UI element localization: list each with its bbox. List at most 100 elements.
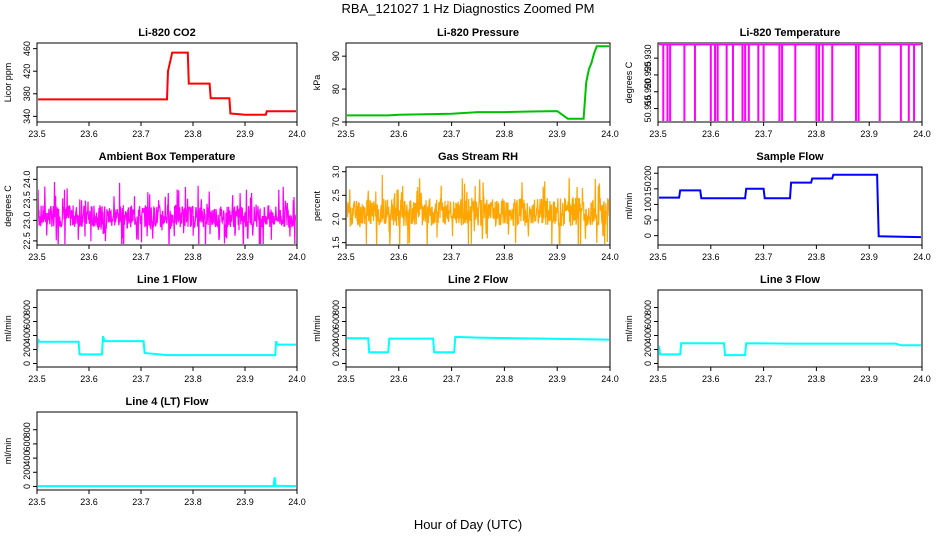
plot-area — [659, 173, 921, 239]
y-tick-label: 2.0 — [331, 213, 341, 226]
x-tick-label: 24.0 — [288, 129, 306, 139]
series-line — [38, 51, 296, 116]
x-axis-caption: Hour of Day (UTC) — [413, 517, 523, 532]
x-tick-label: 24.0 — [913, 129, 931, 139]
y-tick-label: 800 — [331, 300, 341, 315]
y-tick-label: 50.920 — [643, 78, 653, 106]
y-tick-label: 0 — [643, 361, 653, 366]
y-tick-label: 200 — [643, 342, 653, 357]
x-tick-label: 23.6 — [80, 374, 98, 384]
x-tick-label: 23.8 — [496, 374, 514, 384]
x-tick-label: 23.9 — [236, 252, 254, 262]
plot-frame — [657, 289, 923, 368]
plot-area — [659, 44, 921, 121]
x-tick-label: 24.0 — [601, 374, 619, 384]
y-tick-label: 3.0 — [331, 165, 341, 178]
x-tick-label: 23.6 — [80, 252, 98, 262]
chart-panel-6: Sample Flow 23.5 23.6 23.7 23.8 23.9 24.0 0 50 10… — [624, 151, 931, 262]
chart-title: Li-820 Temperature — [740, 27, 841, 39]
x-tick-label: 23.5 — [28, 129, 46, 139]
y-tick-label: 50.915 — [643, 95, 653, 123]
x-tick-label: 23.7 — [132, 252, 150, 262]
series-noise — [38, 181, 296, 244]
chart-title: Gas Stream RH — [438, 151, 518, 163]
chart-panel-8: Line 2 Flow 23.5 23.6 23.7 23.8 23.9 24.0 0 2004… — [312, 274, 619, 384]
y-tick-label: 340 — [22, 109, 32, 124]
y-tick-label: 24.0 — [22, 171, 32, 189]
y-tick-label: 23.0 — [22, 212, 32, 230]
y-tick-label: 50 — [643, 215, 653, 225]
plot-area — [38, 477, 296, 488]
x-tick-label: 23.6 — [390, 129, 408, 139]
chart-title: Line 2 Flow — [448, 274, 508, 286]
plot-frame — [36, 289, 298, 368]
x-tick-label: 24.0 — [601, 252, 619, 262]
x-tick-label: 23.6 — [390, 252, 408, 262]
y-tick-label: 460 — [22, 41, 32, 56]
y-axis-label: ml/min — [3, 438, 13, 465]
x-tick-label: 24.0 — [288, 252, 306, 262]
chart-panel-1: Li-820 CO2 23.5 23.6 23.7 23.8 23.9 24.0 340 380… — [3, 27, 306, 139]
chart-panel-10: Line 4 (LT) Flow 23.5 23.6 23.7 23.8 23.9 24.0… — [3, 396, 306, 507]
x-tick-label: 23.6 — [702, 374, 720, 384]
x-tick-label: 23.7 — [132, 129, 150, 139]
x-tick-label: 24.0 — [913, 252, 931, 262]
y-tick-label: 200 — [331, 342, 341, 357]
x-tick-label: 23.6 — [80, 497, 98, 507]
y-tick-label: 0 — [643, 233, 653, 238]
x-tick-label: 23.9 — [860, 129, 878, 139]
y-tick-label: 800 — [643, 300, 653, 315]
x-tick-label: 23.8 — [496, 129, 514, 139]
chart-panel-5: Gas Stream RH 23.5 23.6 23.7 23.8 23.9 24.0 1.5… — [312, 151, 619, 262]
y-tick-label: 0 — [22, 484, 32, 489]
chart-title: Line 3 Flow — [760, 274, 820, 286]
x-tick-label: 23.6 — [80, 129, 98, 139]
plot-frame — [345, 42, 611, 123]
y-tick-label: 200 — [22, 465, 32, 480]
x-tick-label: 23.7 — [443, 129, 461, 139]
plot-frame — [36, 166, 298, 246]
plot-frame — [36, 42, 298, 123]
x-tick-label: 23.8 — [808, 374, 826, 384]
y-tick-label: 70 — [331, 117, 341, 127]
plot-frame — [345, 289, 611, 368]
y-tick-label: 2.5 — [331, 189, 341, 202]
x-tick-label: 23.6 — [702, 252, 720, 262]
plot-area — [38, 335, 296, 357]
x-tick-label: 23.9 — [548, 252, 566, 262]
y-tick-label: 600 — [22, 436, 32, 451]
x-tick-label: 23.5 — [337, 252, 355, 262]
y-tick-label: 600 — [22, 314, 32, 329]
x-tick-label: 23.7 — [132, 374, 150, 384]
x-tick-label: 23.8 — [808, 252, 826, 262]
page-title: RBA_121027 1 Hz Diagnostics Zoomed PM — [341, 1, 595, 16]
y-tick-label: 0 — [331, 361, 341, 366]
y-tick-label: 400 — [331, 328, 341, 343]
x-tick-label: 23.8 — [184, 129, 202, 139]
y-tick-label: 50.925 — [643, 61, 653, 89]
y-axis-label: ml/min — [312, 315, 322, 342]
y-tick-label: 80 — [331, 84, 341, 94]
plot-area — [347, 335, 609, 354]
x-tick-label: 23.9 — [236, 129, 254, 139]
chart-title: Li-820 CO2 — [138, 27, 195, 39]
y-tick-label: 100 — [643, 197, 653, 212]
x-tick-label: 23.9 — [236, 497, 254, 507]
x-tick-label: 23.5 — [649, 374, 667, 384]
y-axis-label: ml/min — [624, 315, 634, 342]
plot-frame — [345, 166, 611, 246]
plot-frame — [36, 411, 298, 491]
series-line — [347, 45, 609, 120]
x-tick-label: 24.0 — [913, 374, 931, 384]
y-tick-label: 0 — [22, 361, 32, 366]
plot-area — [38, 51, 296, 116]
x-tick-label: 23.9 — [860, 252, 878, 262]
y-axis-label: ml/min — [3, 315, 13, 342]
x-tick-label: 23.5 — [337, 374, 355, 384]
chart-title: Line 4 (LT) Flow — [126, 396, 209, 408]
chart-title: Sample Flow — [756, 151, 824, 163]
chart-panel-2: Li-820 Pressure 23.5 23.6 23.7 23.8 23.9 24.0 7… — [312, 27, 619, 139]
y-tick-label: 200 — [643, 166, 653, 181]
series-line — [659, 342, 921, 357]
